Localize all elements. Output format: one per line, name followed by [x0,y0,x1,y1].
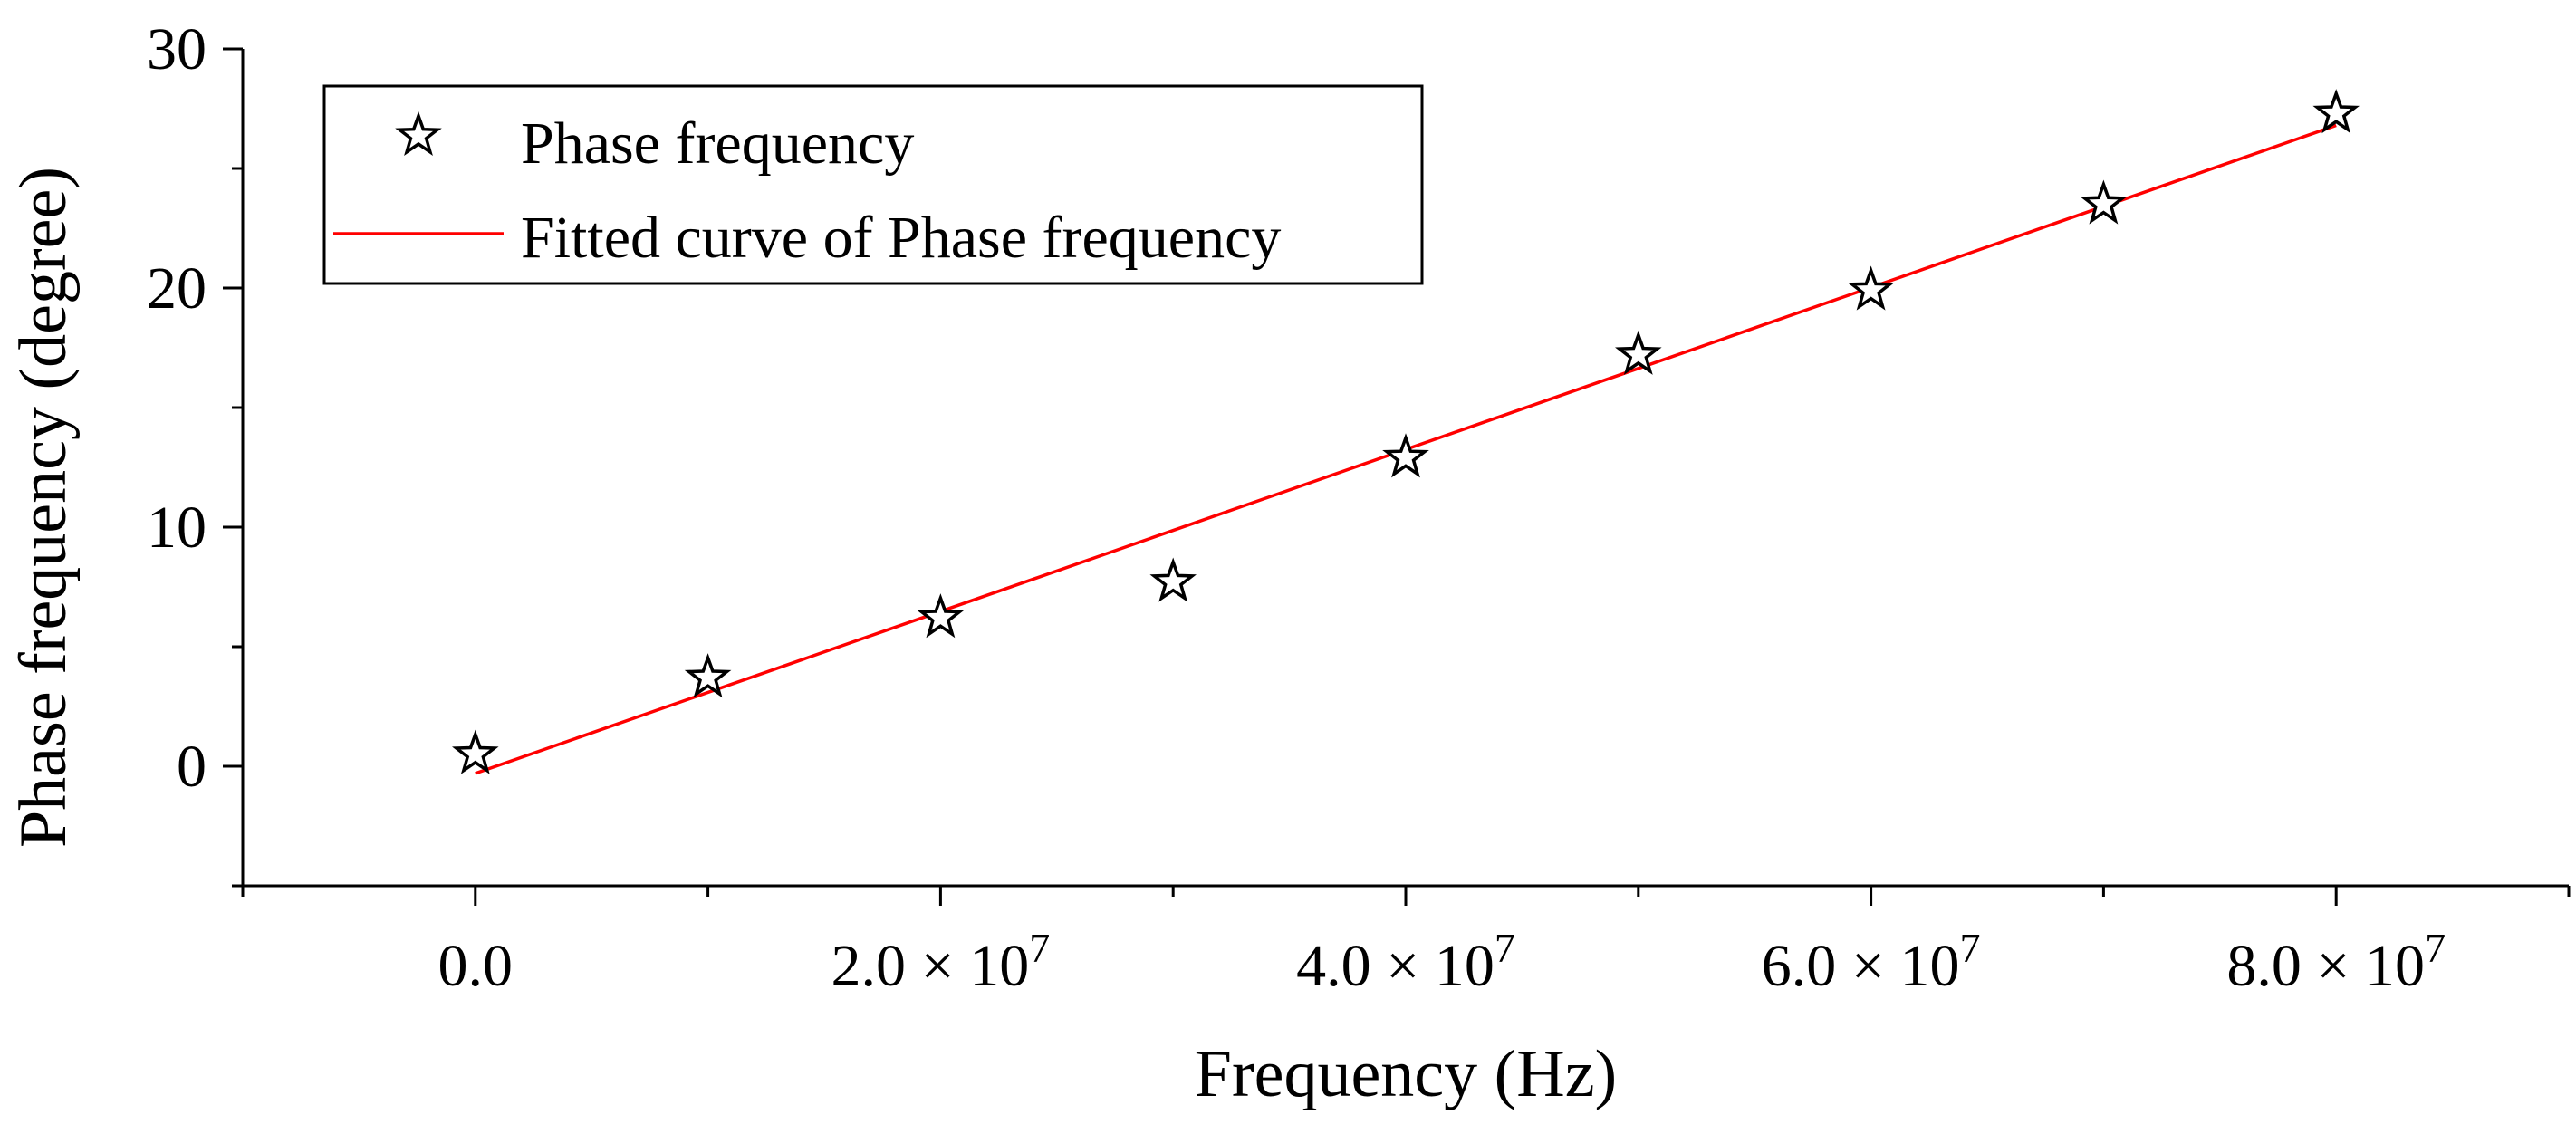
star-data-point [452,729,499,774]
star-data-point [684,653,732,698]
tick-labels: 0 10 20 30 0.0 2.0 × 107 4.0 × 107 6.0 × 107 8.0… [147,16,2446,999]
y-tick-label: 10 [147,495,207,561]
x-axis-title: Frequency (Hz) [1195,1037,1617,1111]
y-tick-label: 20 [147,255,207,322]
x-tick-label: 4.0 × 107 [1296,925,1515,999]
y-tick-label: 30 [147,16,207,82]
star-data-point [2080,179,2128,225]
star-data-point [917,593,965,639]
x-tick-label: 8.0 × 107 [2226,925,2446,999]
legend-label-fitted-curve: Fitted curve of Phase frequency [521,205,1281,271]
y-tick-label: 0 [177,734,207,800]
legend-box [322,84,1424,285]
y-axis-title: Phase frequency (degree) [6,167,81,848]
star-data-point [2312,89,2360,134]
x-tick-label: 6.0 × 107 [1762,925,1981,999]
x-tick-label: 2.0 × 107 [831,925,1051,999]
star-data-point [1847,265,1895,311]
star-data-point [1615,330,1662,375]
legend-star-marker-icon [395,111,442,156]
ticks [223,47,2571,906]
legend-label-phase-frequency: Phase frequency [521,111,914,177]
star-data-point [1382,433,1429,478]
x-tick-label: 0.0 [438,933,514,999]
legend: Phase frequency Fitted curve of Phase fr… [322,84,1424,285]
series-layer [452,89,2360,775]
star-data-point [1149,557,1197,602]
